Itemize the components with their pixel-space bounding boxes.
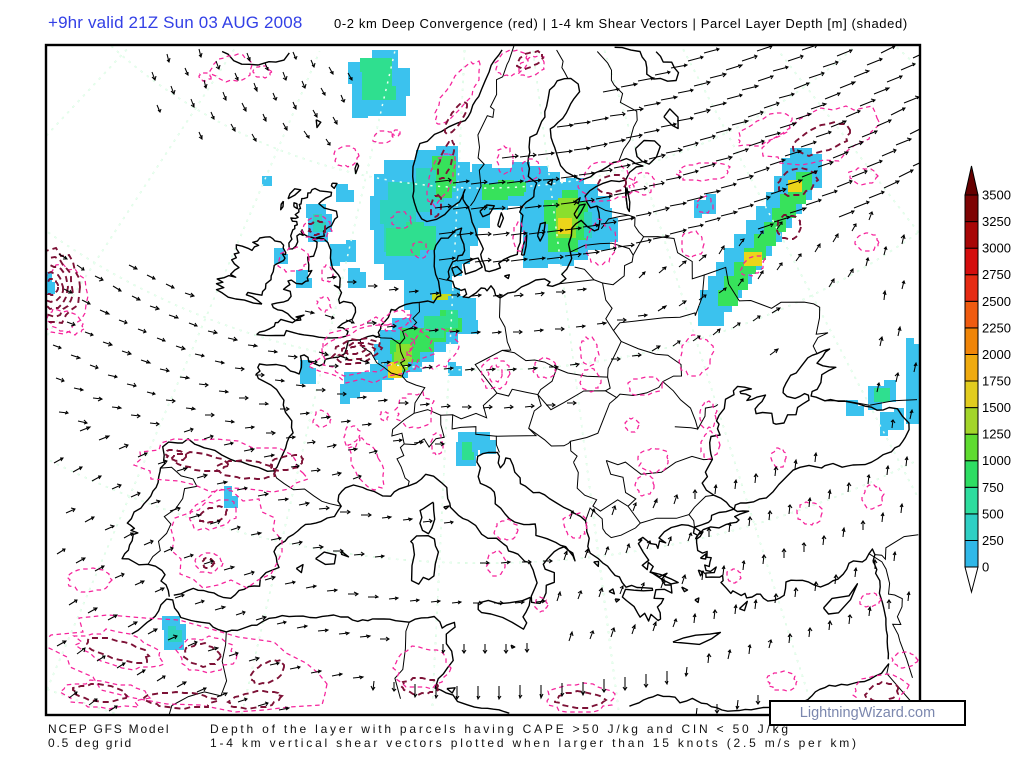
- svg-text:500: 500: [982, 506, 1004, 521]
- svg-text:2000: 2000: [982, 347, 1011, 362]
- svg-text:2500: 2500: [982, 294, 1011, 309]
- svg-text:1500: 1500: [982, 400, 1011, 415]
- svg-text:3500: 3500: [982, 188, 1011, 203]
- svg-text:250: 250: [982, 533, 1004, 548]
- svg-text:2750: 2750: [982, 267, 1011, 282]
- svg-text:3250: 3250: [982, 214, 1011, 229]
- svg-text:1000: 1000: [982, 453, 1011, 468]
- svg-text:750: 750: [982, 480, 1004, 495]
- svg-text:0: 0: [982, 560, 989, 575]
- svg-text:2250: 2250: [982, 320, 1011, 335]
- svg-text:1250: 1250: [982, 427, 1011, 442]
- svg-text:1750: 1750: [982, 374, 1011, 389]
- svg-text:3000: 3000: [982, 241, 1011, 256]
